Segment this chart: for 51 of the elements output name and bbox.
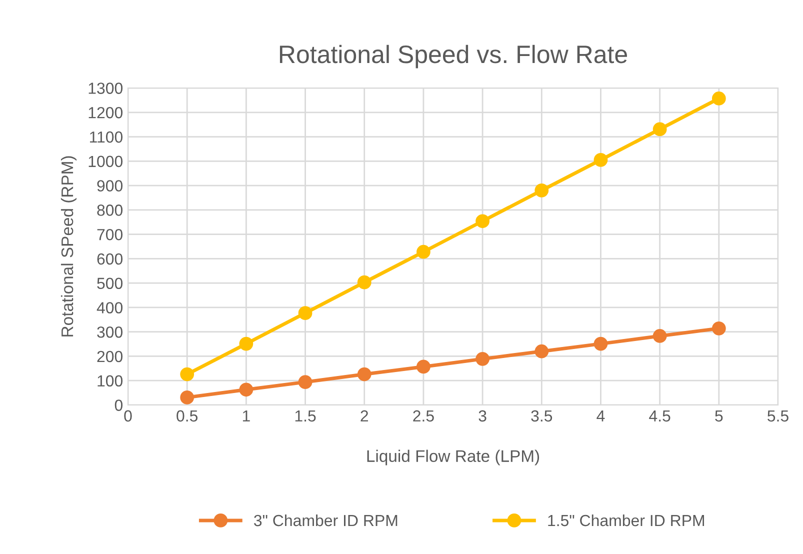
y-tick-label: 200 (97, 350, 123, 362)
x-tick-label: 2 (360, 410, 368, 422)
point (416, 360, 430, 374)
x-tick-label: 4.5 (649, 410, 670, 422)
y-tick-label: 1200 (88, 107, 123, 118)
y-tick-label: 0 (114, 400, 123, 411)
y-tick-label: 400 (96, 302, 123, 314)
y-tick-label: 1000 (88, 156, 123, 168)
point (476, 352, 490, 366)
x-tick-label: 2.5 (413, 410, 434, 422)
point (357, 275, 372, 290)
y-tick-label: 300 (97, 326, 123, 338)
y-tick-label: 700 (97, 228, 123, 240)
point (357, 367, 372, 382)
point (594, 152, 608, 167)
y-tick-label: 600 (97, 253, 123, 265)
point (298, 306, 312, 320)
x-tick-label: 3 (478, 410, 486, 422)
legend-label: 3" Chamber ID RPM (254, 514, 398, 526)
point (652, 122, 667, 136)
y-tick-label: 1300 (88, 82, 123, 94)
point (652, 329, 667, 343)
x-tick-label: 4 (596, 410, 605, 422)
legend-label: 1.5" Chamber ID RPM (548, 514, 704, 526)
point (298, 375, 312, 390)
point (180, 390, 194, 404)
chart-title: Rotational Speed vs. Flow Rate (280, 44, 627, 68)
point (239, 382, 254, 397)
x-tick-label: 5 (715, 410, 723, 422)
x-tick-label: 1 (242, 410, 250, 422)
point (180, 367, 194, 382)
y-tick-label: 500 (97, 278, 123, 290)
x-tick-label: 3.5 (531, 410, 552, 422)
point (594, 336, 608, 351)
point (712, 92, 726, 106)
y-tick-label: 900 (97, 180, 123, 192)
x-axis-title: Liquid Flow Rate (LPM) (367, 450, 540, 466)
point (534, 344, 549, 358)
y-axis-title: Rotational SPeed (RPM) (60, 156, 76, 336)
point (476, 214, 490, 228)
x-tick-label: 1.5 (295, 410, 316, 422)
point (416, 244, 430, 259)
y-tick-label: 100 (98, 375, 123, 387)
x-tick-label: 0 (124, 410, 132, 422)
x-tick-label: 0.5 (176, 410, 198, 422)
x-tick-label: 5.5 (768, 410, 788, 422)
point (534, 183, 549, 198)
y-tick-label: 800 (97, 204, 123, 216)
point (712, 321, 726, 336)
point (239, 336, 254, 351)
y-tick-label: 1100 (90, 131, 123, 143)
